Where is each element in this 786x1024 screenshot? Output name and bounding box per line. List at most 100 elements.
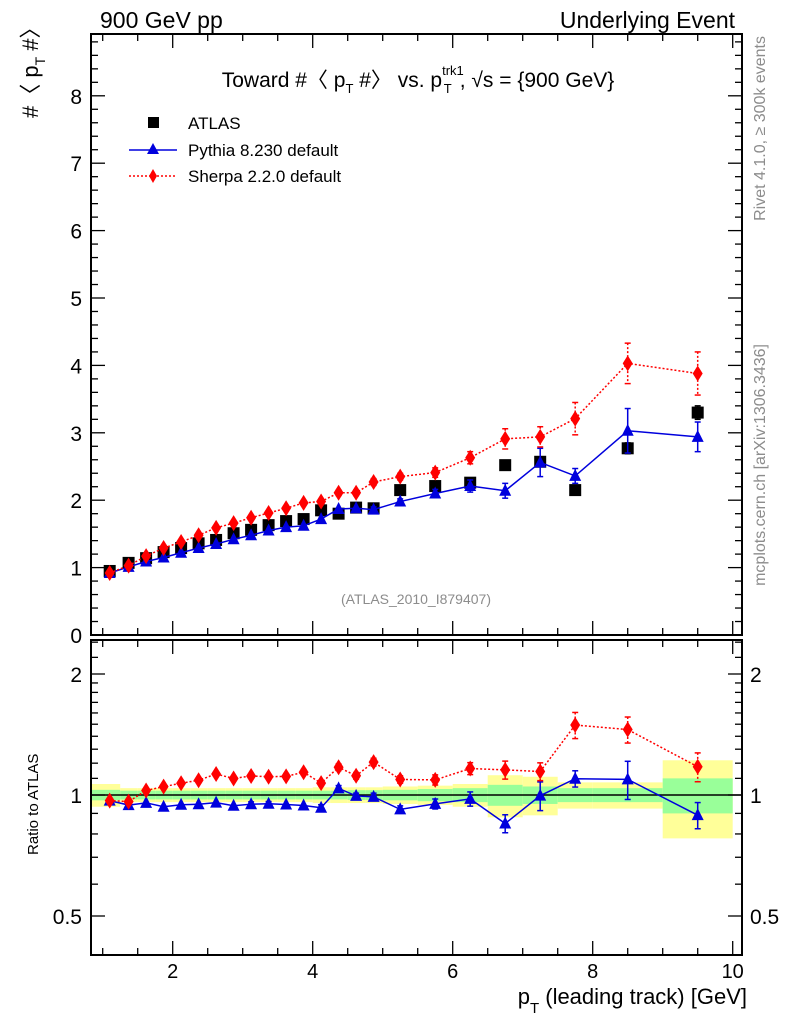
ratio-point-sherpa (316, 775, 327, 792)
data-point-pythia (394, 494, 407, 507)
data-point-sherpa (104, 564, 115, 581)
ratio-point-sherpa (333, 759, 344, 776)
data-point-sherpa (430, 464, 441, 481)
header-right-label: Underlying Event (560, 7, 736, 33)
x-tick-label: 2 (167, 961, 178, 983)
data-point-sherpa (316, 493, 327, 510)
data-point-atlas (691, 406, 704, 419)
data-point-sherpa (622, 355, 633, 372)
data-point-sherpa (281, 500, 292, 517)
data-point-sherpa (333, 484, 344, 501)
data-point-sherpa (500, 430, 511, 447)
legend-marker-pythia (147, 143, 159, 154)
y-tick-label: 5 (70, 288, 82, 311)
data-point-pythia (332, 501, 345, 514)
y-tick-label: 7 (70, 153, 82, 176)
data-point-atlas (394, 484, 407, 497)
ratio-point-sherpa (622, 721, 633, 738)
ratio-point-sherpa (430, 771, 441, 788)
x-tick-label: 4 (307, 961, 318, 983)
ratio-point-sherpa (535, 763, 546, 780)
legend-label-sherpa: Sherpa 2.2.0 default (188, 167, 341, 186)
rivet-label: Rivet 4.1.0, ≥ 300k events (752, 36, 769, 221)
data-point-sherpa (298, 494, 309, 511)
data-point-sherpa (246, 509, 257, 526)
ratio-panel: 2 4 6 8 10 0.5 0.5 1 1 2 2 (53, 639, 779, 983)
ratio-point-pythia (315, 800, 328, 813)
ratio-point-sherpa (263, 768, 274, 785)
ratio-point-sherpa (351, 767, 362, 784)
data-point-pythia (280, 520, 293, 533)
data-point-pythia (157, 550, 170, 563)
legend-marker-atlas (148, 117, 159, 128)
main-panel: 0 1 2 3 4 5 6 7 8 (70, 33, 743, 955)
ratio-point-sherpa (176, 775, 187, 792)
y-tick-label: 6 (70, 221, 82, 244)
ratio-point-pythia (245, 797, 258, 810)
data-point-sherpa (692, 365, 703, 382)
ratio-point-sherpa (211, 766, 222, 783)
ratio-point-pythia (192, 797, 205, 810)
ratio-point-sherpa (500, 761, 511, 778)
ratio-y-axis-label: Ratio to ATLAS (25, 754, 42, 855)
y-tick-label: 3 (70, 423, 82, 446)
data-point-pythia (499, 483, 512, 496)
data-point-sherpa (465, 449, 476, 466)
data-point-sherpa (570, 410, 581, 427)
y-axis-label: #〈 pT #〉 (18, 16, 48, 118)
x-tick-label: 6 (447, 961, 458, 983)
data-point-pythia (297, 518, 310, 531)
data-point-atlas (569, 484, 582, 497)
ratio-point-sherpa (570, 717, 581, 734)
analysis-tag: (ATLAS_2010_I879407) (341, 591, 491, 607)
data-point-atlas (315, 504, 328, 517)
ratio-point-pythia (280, 797, 293, 810)
main-frame (90, 33, 743, 636)
data-point-pythia (315, 512, 328, 525)
ratio-y-tick-label-right: 0.5 (750, 906, 779, 929)
ratio-point-pythia (210, 795, 223, 808)
y-tick-label: 0 (70, 625, 82, 648)
ratio-point-pythia (350, 788, 363, 801)
ratio-point-sherpa (395, 771, 406, 788)
data-point-sherpa (211, 519, 222, 536)
ratio-point-sherpa (228, 770, 239, 787)
data-point-sherpa (141, 548, 152, 565)
ratio-point-pythia (464, 791, 477, 804)
data-point-sherpa (176, 533, 187, 550)
ratio-point-sherpa (193, 772, 204, 789)
data-point-pythia (464, 479, 477, 492)
data-point-pythia (621, 423, 634, 436)
data-point-sherpa (123, 557, 134, 574)
data-point-pythia (429, 486, 442, 499)
data-point-pythia (262, 523, 275, 536)
data-point-atlas (499, 459, 512, 472)
legend-marker-sherpa (149, 169, 157, 183)
ratio-point-sherpa (141, 782, 152, 799)
ratio-point-sherpa (298, 764, 309, 781)
data-point-pythia (367, 502, 380, 515)
ratio-point-sherpa (123, 793, 134, 810)
y-tick-label: 2 (70, 490, 82, 513)
ratio-point-pythia (691, 808, 704, 821)
data-point-pythia (210, 537, 223, 550)
ratio-point-pythia (157, 799, 170, 812)
legend: ATLAS Pythia 8.230 default Sherpa 2.2.0 … (129, 114, 341, 186)
y-tick-label: 4 (70, 355, 82, 378)
ratio-y-tick-label-right: 2 (750, 664, 762, 687)
ratio-point-pythia (367, 789, 380, 802)
ratio-point-pythia (534, 788, 547, 801)
data-point-sherpa (228, 515, 239, 532)
data-point-pythia (192, 541, 205, 554)
ratio-point-sherpa (281, 768, 292, 785)
ratio-point-sherpa (692, 758, 703, 775)
ratio-point-pythia (394, 802, 407, 815)
ratio-y-tick-label: 2 (70, 664, 82, 687)
legend-label-pythia: Pythia 8.230 default (188, 141, 339, 160)
ratio-point-pythia (262, 796, 275, 809)
ratio-point-sherpa (246, 767, 257, 784)
chart-title: Toward #〈 pT #〉 vs. ptrk1 T, √s = {900 Ge… (222, 63, 615, 96)
y-tick-label: 1 (70, 558, 82, 581)
data-point-pythia (350, 501, 363, 514)
